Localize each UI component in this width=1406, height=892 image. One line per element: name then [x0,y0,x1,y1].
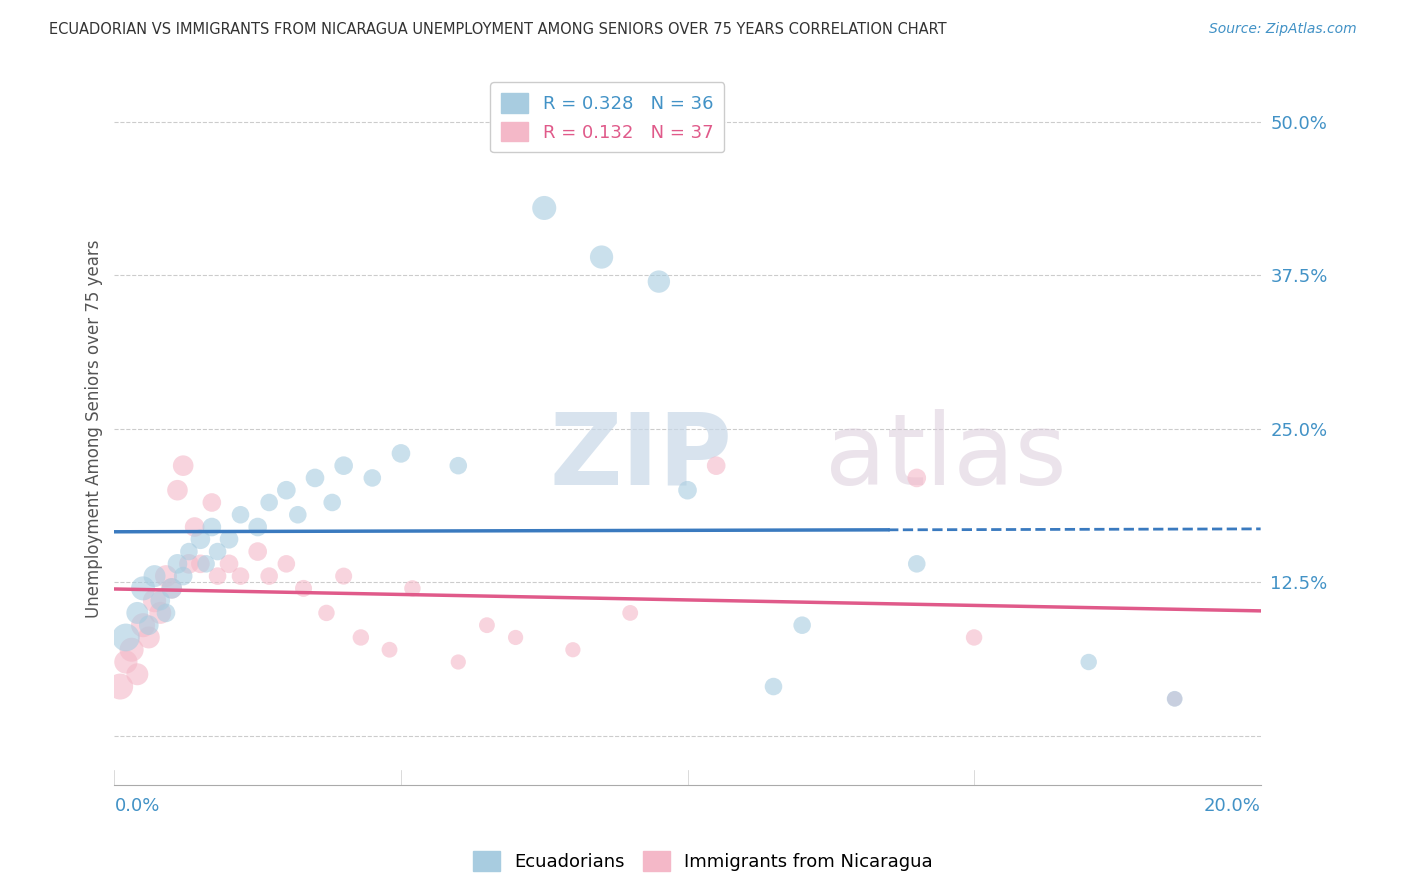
Text: Source: ZipAtlas.com: Source: ZipAtlas.com [1209,22,1357,37]
Point [361,471,384,485]
Point [246,544,269,558]
Text: atlas: atlas [825,409,1067,506]
Point [127,606,149,620]
Point [561,642,583,657]
Point [505,631,527,645]
Point [172,569,194,583]
Point [257,495,280,509]
Point [475,618,498,632]
Point [292,582,315,596]
Point [183,520,205,534]
Point [1077,655,1099,669]
Point [121,642,143,657]
Point [155,606,177,620]
Point [190,557,212,571]
Text: 0.0%: 0.0% [114,797,160,815]
Point [127,667,149,681]
Point [257,569,280,583]
Point [218,557,240,571]
Point [155,569,177,583]
Point [401,582,423,596]
Point [108,680,131,694]
Point [905,471,928,485]
Point [201,520,224,534]
Point [138,618,160,632]
Point [143,593,166,607]
Point [704,458,727,473]
Point [648,275,671,289]
Y-axis label: Unemployment Among Seniors over 75 years: Unemployment Among Seniors over 75 years [86,240,103,618]
Point [149,593,172,607]
Point [1163,691,1185,706]
Point [276,557,298,571]
Point [332,569,354,583]
Point [166,483,188,498]
Point [160,582,183,596]
Point [332,458,354,473]
Point [762,680,785,694]
Text: ECUADORIAN VS IMMIGRANTS FROM NICARAGUA UNEMPLOYMENT AMONG SENIORS OVER 75 YEARS: ECUADORIAN VS IMMIGRANTS FROM NICARAGUA … [49,22,946,37]
Point [115,631,138,645]
Point [201,495,224,509]
Point [350,631,373,645]
Legend: Ecuadorians, Immigrants from Nicaragua: Ecuadorians, Immigrants from Nicaragua [465,844,941,879]
Point [792,618,814,632]
Point [246,520,269,534]
Point [166,557,188,571]
Point [149,606,172,620]
Point [591,250,613,264]
Point [905,557,928,571]
Point [218,533,240,547]
Point [676,483,699,498]
Point [533,201,555,215]
Point [619,606,641,620]
Point [229,569,252,583]
Point [287,508,309,522]
Point [115,655,138,669]
Point [160,582,183,596]
Point [143,569,166,583]
Point [315,606,337,620]
Point [378,642,401,657]
Point [389,446,412,460]
Point [177,544,200,558]
Point [138,631,160,645]
Point [963,631,986,645]
Point [177,557,200,571]
Point [229,508,252,522]
Point [207,569,229,583]
Legend: R = 0.328   N = 36, R = 0.132   N = 37: R = 0.328 N = 36, R = 0.132 N = 37 [491,82,724,153]
Point [195,557,218,571]
Point [447,458,470,473]
Text: 20.0%: 20.0% [1204,797,1261,815]
Point [276,483,298,498]
Point [304,471,326,485]
Text: ZIP: ZIP [550,409,733,506]
Point [1163,691,1185,706]
Point [132,582,155,596]
Point [207,544,229,558]
Point [132,618,155,632]
Point [321,495,343,509]
Point [172,458,194,473]
Point [447,655,470,669]
Point [190,533,212,547]
